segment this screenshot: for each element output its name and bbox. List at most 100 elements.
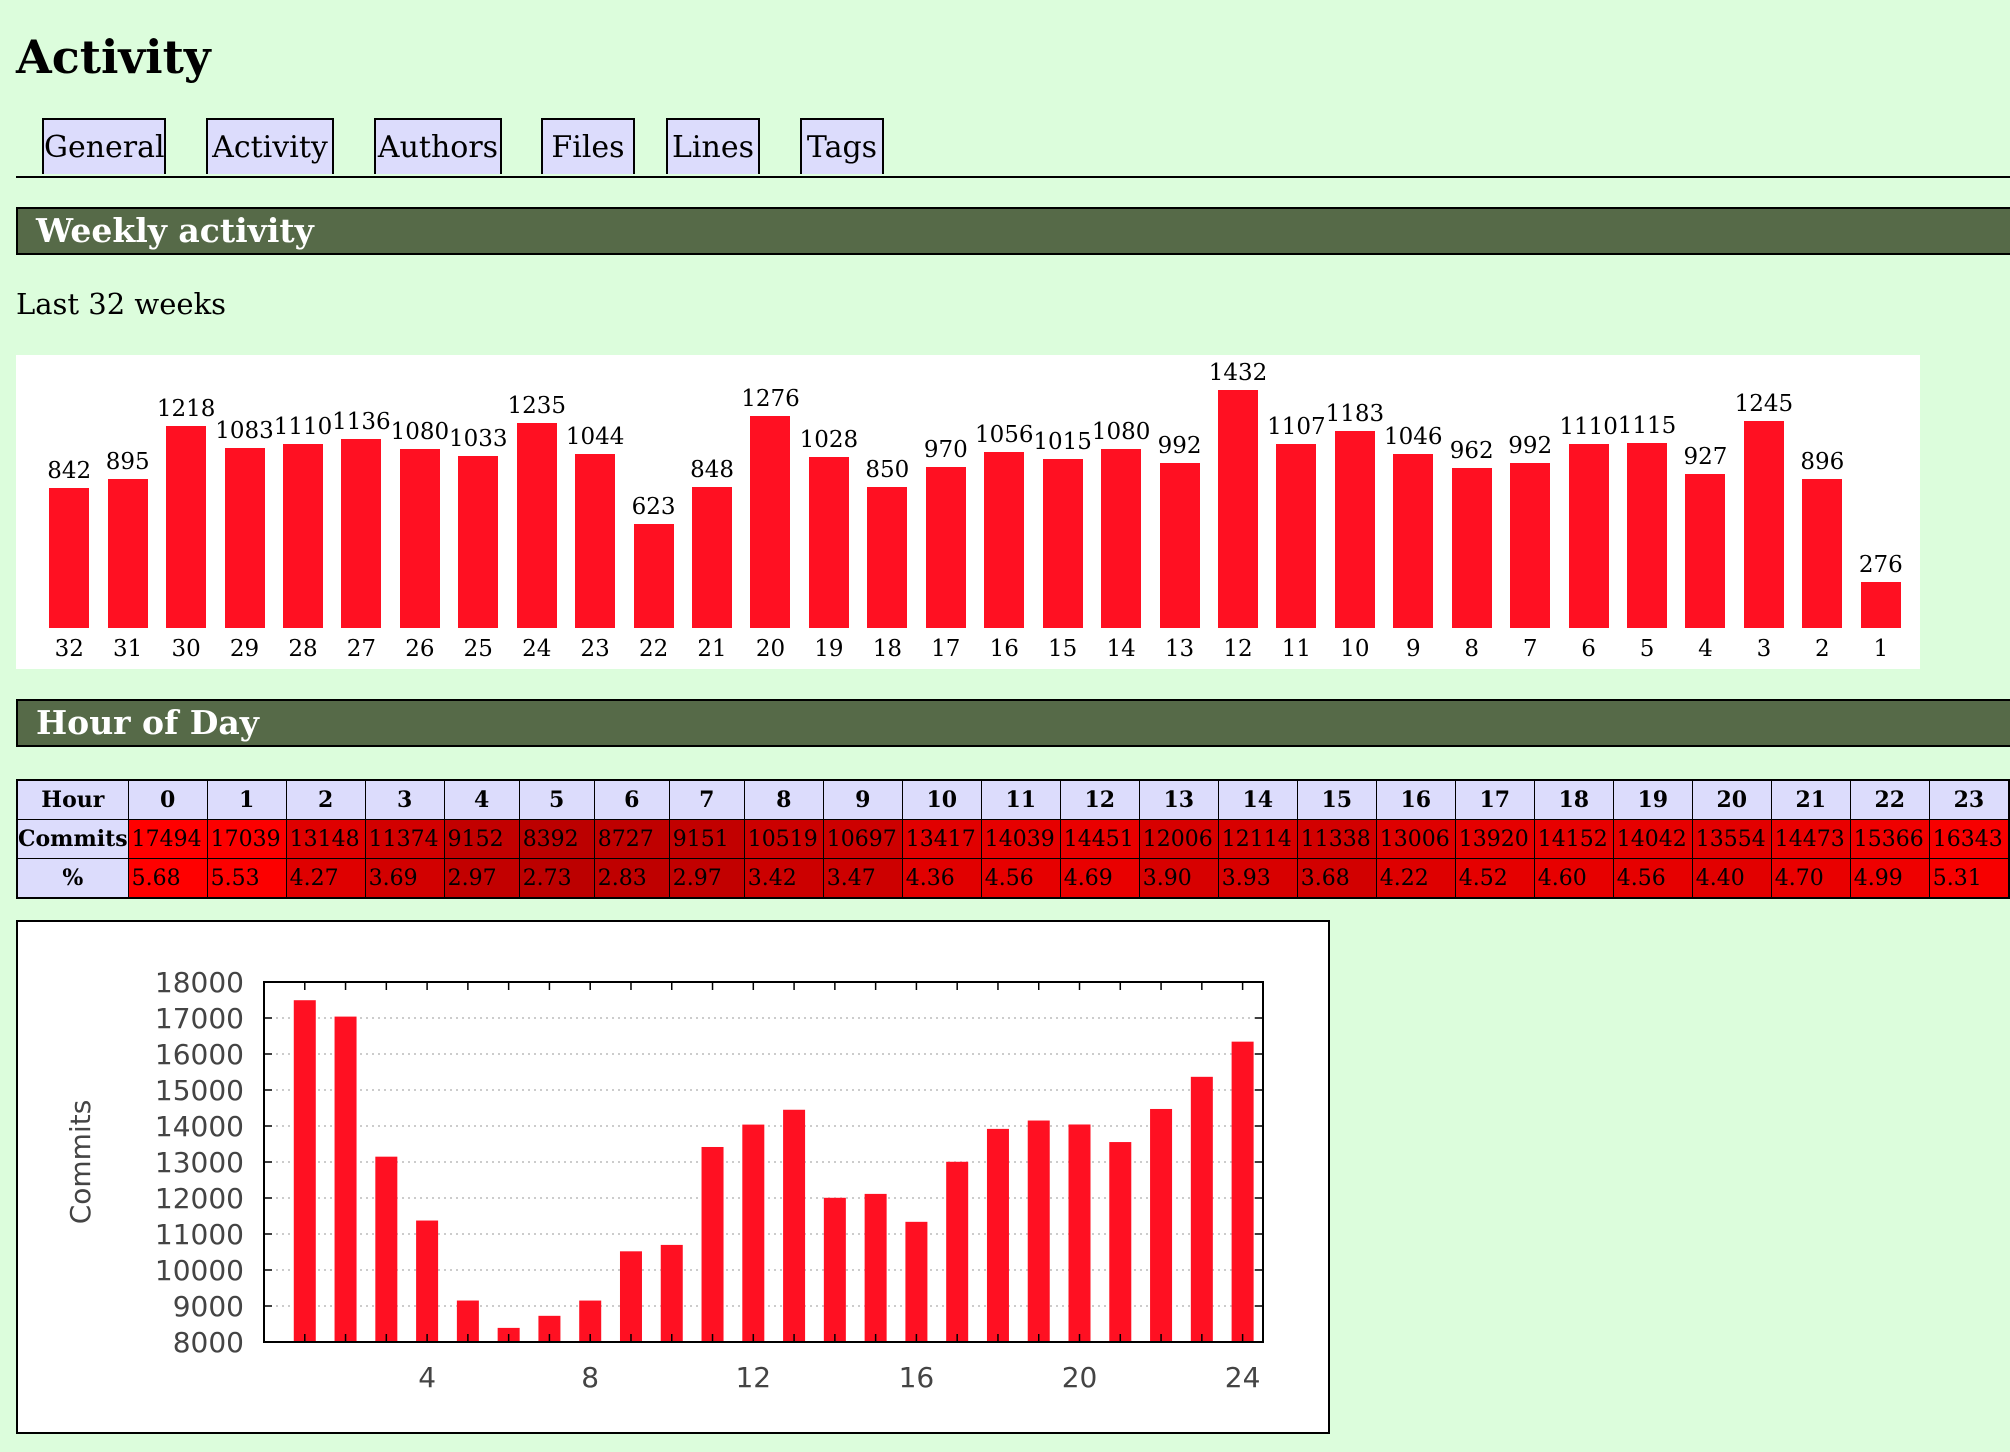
percent-cell: 2.97: [443, 858, 520, 899]
commits-cell: 14451: [1059, 819, 1140, 859]
y-tick-label: 16000: [155, 1038, 244, 1071]
percent-cell: 4.56: [980, 858, 1061, 899]
weekly-bar: [1743, 421, 1784, 628]
weekly-week-label: 5: [1639, 636, 1655, 662]
weekly-bar: [1860, 582, 1901, 628]
weekly-value-label: 896: [1800, 449, 1845, 476]
weekly-value-label: 1218: [156, 395, 216, 422]
commits-cell: 11374: [364, 819, 445, 859]
hour-header-cell: 5: [518, 779, 595, 820]
tab-general[interactable]: General: [42, 118, 166, 174]
tab-tags[interactable]: Tags: [800, 118, 884, 174]
weekly-bar: [1042, 459, 1083, 628]
hour-header-cell: 23: [1928, 779, 2010, 820]
tab-files[interactable]: Files: [541, 118, 635, 174]
weekly-value-label: 1245: [1734, 391, 1794, 418]
weekly-value-label: 1044: [565, 424, 625, 451]
hour-header-cell: 0: [127, 779, 208, 820]
percent-cell: 4.56: [1612, 858, 1693, 899]
weekly-week-label: 18: [872, 636, 902, 662]
tab-lines[interactable]: Lines: [666, 118, 760, 174]
weekly-bar: [1276, 444, 1317, 628]
weekly-week-label: 6: [1581, 636, 1596, 662]
hour-bar: [538, 1315, 561, 1342]
weekly-bar: [925, 466, 966, 628]
weekly-week-label: 17: [931, 636, 961, 662]
weekly-bar: [341, 439, 382, 628]
weekly-week-label: 27: [346, 636, 377, 662]
percent-cell: 4.99: [1849, 858, 1930, 899]
hour-bar: [783, 1109, 806, 1342]
percent-cell: 4.69: [1059, 858, 1140, 899]
weekly-value-label: 1276: [741, 385, 800, 412]
weekly-value-label: 1033: [449, 426, 508, 453]
tab-activity[interactable]: Activity: [206, 118, 334, 174]
weekly-value-label: 962: [1449, 438, 1494, 465]
weekly-value-label: 1015: [1033, 429, 1092, 456]
hour-header-cell: 13: [1138, 779, 1219, 820]
weekly-value-label: 1183: [1325, 401, 1385, 428]
row-label-percent: %: [16, 858, 129, 899]
weekly-week-label: 28: [288, 636, 318, 662]
percent-cell: 3.69: [364, 858, 445, 899]
hour-bar: [293, 1000, 316, 1342]
weekly-value-label: 1136: [332, 409, 391, 436]
commits-cell: 13006: [1375, 819, 1456, 859]
weekly-week-label: 31: [113, 636, 143, 662]
weekly-bar: [1334, 431, 1375, 628]
percent-cell: 4.52: [1454, 858, 1535, 899]
weekly-bar: [1451, 468, 1492, 628]
commits-cell: 8392: [518, 819, 595, 859]
weekly-value-label: 1432: [1208, 360, 1268, 386]
percent-cell: 3.93: [1217, 858, 1298, 899]
weekly-week-label: 2: [1815, 636, 1830, 662]
x-tick-label: 8: [581, 1361, 599, 1394]
weekly-bar: [1217, 390, 1258, 628]
weekly-week-label: 9: [1405, 636, 1421, 662]
hour-bar: [1150, 1108, 1173, 1342]
weekly-bar: [1802, 479, 1843, 628]
hour-header-cell: 7: [668, 779, 745, 820]
weekly-bar: [750, 415, 791, 628]
x-tick-label: 12: [735, 1361, 771, 1394]
weekly-week-label: 15: [1048, 636, 1078, 662]
y-tick-label: 15000: [155, 1074, 244, 1107]
hour-header-cell: 1: [206, 779, 287, 820]
weekly-value-label: 1028: [799, 427, 859, 454]
hour-bar: [1231, 1041, 1254, 1342]
y-tick-label: 9000: [173, 1290, 244, 1323]
weekly-week-label: 19: [814, 636, 844, 662]
commits-cell: 10519: [743, 819, 824, 859]
row-label-hour: Hour: [16, 779, 129, 820]
commits-cell: 14473: [1770, 819, 1851, 859]
table-row-commits: Commits 17494 17039 13148 11374 9152 8392 8727…: [16, 819, 2010, 859]
tab-authors[interactable]: Authors: [374, 118, 502, 174]
hour-bar: [1027, 1120, 1050, 1342]
commits-cell: 9151: [668, 819, 745, 859]
weekly-week-label: 4: [1698, 636, 1713, 662]
plot-frame: [263, 981, 1264, 1343]
commits-cell: 13554: [1691, 819, 1772, 859]
weekly-bar: [458, 456, 499, 628]
hour-bar: [864, 1193, 887, 1342]
y-axis-label: Commits: [64, 1100, 97, 1225]
weekly-week-label: 10: [1340, 636, 1370, 662]
hour-header-cell: 20: [1691, 779, 1772, 820]
hour-of-day-chart: 8000 9000 10000 11000 12000 13000 14000 15000 16…: [16, 920, 1330, 1434]
weekly-bar: [224, 448, 265, 628]
weekly-week-label: 16: [989, 636, 1019, 662]
weekly-week-label: 20: [755, 636, 786, 662]
percent-cell: 4.36: [901, 858, 982, 899]
x-tick-label: 4: [418, 1361, 436, 1394]
y-tick-label: 13000: [155, 1146, 244, 1179]
weekly-activity-heading: Weekly activity: [16, 207, 2010, 255]
weekly-value-label: 1080: [1091, 418, 1151, 445]
weekly-week-label: 7: [1522, 636, 1538, 662]
weekly-value-label: 850: [865, 456, 910, 483]
commits-cell: 12114: [1217, 819, 1298, 859]
weekly-week-label: 12: [1223, 636, 1253, 662]
hour-of-day-table: Hour 0 1 2 3 4 5 6 7 8 9 10 11 12 13 14 15 16 17 18 19 20 21 2…: [16, 779, 2010, 899]
weekly-week-label: 1: [1873, 636, 1889, 662]
weekly-bar: [49, 488, 90, 628]
weekly-bar: [575, 454, 616, 628]
